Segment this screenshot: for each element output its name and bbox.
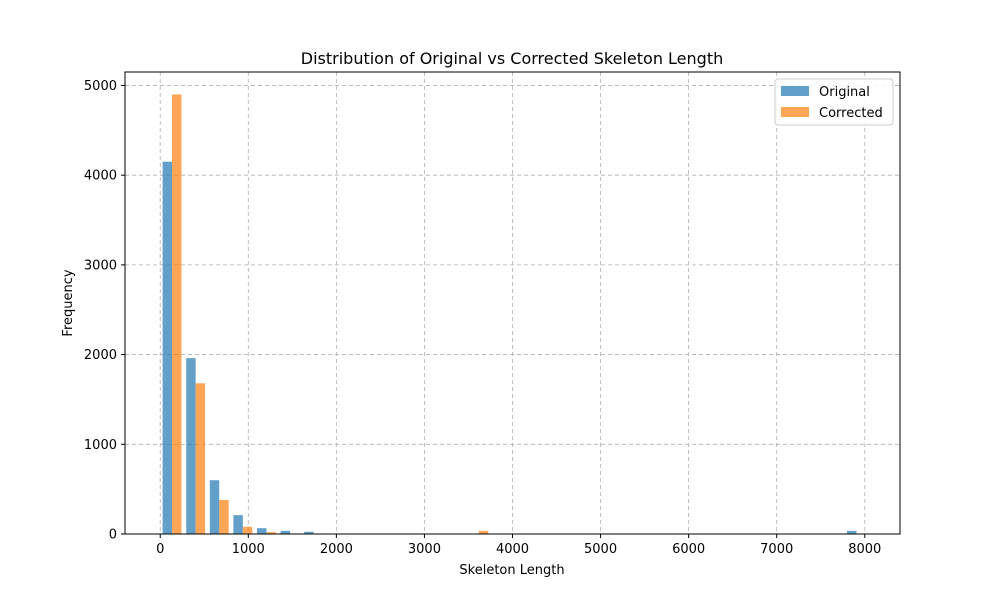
bar-original — [209, 480, 220, 534]
bar-original — [304, 531, 314, 534]
y-axis-label: Frequency — [61, 269, 76, 336]
x-tick-label: 5000 — [584, 542, 617, 557]
bar-original — [233, 515, 243, 534]
legend-label: Corrected — [819, 106, 883, 121]
y-tick-label: 3000 — [84, 258, 117, 273]
legend-swatch — [781, 107, 809, 117]
bar-corrected — [195, 383, 206, 534]
y-tick-label: 2000 — [84, 348, 117, 363]
chart-title: Distribution of Original vs Corrected Sk… — [301, 49, 723, 68]
bar-original — [847, 530, 857, 534]
y-tick-label: 4000 — [84, 169, 117, 184]
x-tick-label: 1000 — [232, 542, 265, 557]
bars — [162, 94, 857, 534]
x-tick-label: 0 — [156, 542, 164, 557]
x-tick-label: 4000 — [496, 542, 529, 557]
legend-label: Original — [819, 85, 870, 100]
x-tick-label: 3000 — [408, 542, 441, 557]
x-axis-label: Skeleton Length — [459, 563, 564, 578]
bar-corrected — [172, 94, 182, 534]
bar-corrected — [266, 532, 276, 534]
y-tick-label: 0 — [109, 528, 117, 543]
x-tick-label: 2000 — [320, 542, 353, 557]
legend: Original Corrected — [774, 78, 894, 126]
bar-original — [162, 161, 173, 534]
x-tick-label: 6000 — [672, 542, 705, 557]
x-tick-label: 8000 — [848, 542, 881, 557]
x-axis-ticks: 0 1000 2000 3000 4000 5000 6000 7000 8000 — [156, 534, 881, 557]
legend-swatch — [781, 86, 809, 96]
y-tick-label: 1000 — [84, 438, 117, 453]
y-axis-ticks: 0 1000 2000 3000 4000 5000 — [84, 79, 125, 543]
bar-corrected — [242, 526, 253, 534]
y-tick-label: 5000 — [84, 79, 117, 94]
grid-lines — [125, 72, 900, 535]
bar-corrected — [478, 530, 489, 534]
x-tick-label: 7000 — [760, 542, 793, 557]
bar-corrected — [219, 499, 229, 534]
bar-original — [186, 358, 196, 534]
bar-original — [256, 528, 267, 534]
bar-original — [280, 530, 291, 534]
